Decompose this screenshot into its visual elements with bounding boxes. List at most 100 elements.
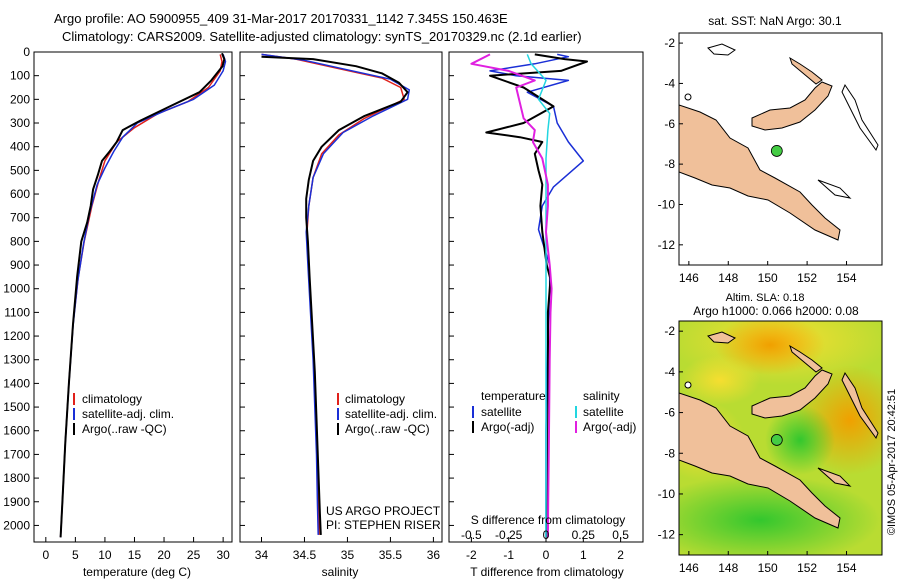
xtick-label-1-1: 34.5 — [293, 548, 317, 562]
ytick-label-1: 100 — [10, 69, 30, 83]
pi-label: PI: STEPHEN RISER — [326, 518, 441, 532]
sst-land-new-britain — [751, 81, 833, 131]
sal-legend-clim: climatology — [345, 392, 405, 406]
xtick-label-2-1: -1 — [503, 548, 514, 562]
salinity-panel: 34 34.5 35 35.5 36 salinity climatology sate… — [239, 51, 443, 579]
xtick-label-1-0: 34 — [255, 548, 269, 562]
diff-legend-s-argo: Argo(-adj) — [583, 420, 636, 434]
map-xtick-label-3-2: 150 — [758, 271, 778, 285]
xtick-label-0-1: 5 — [72, 548, 79, 562]
ytick-label-8: 800 — [10, 234, 30, 248]
xtick-label-2-0: -2 — [466, 548, 477, 562]
map-xtick-label-3-0: 146 — [679, 271, 699, 285]
series-0-satellite — [59, 54, 227, 538]
sla-land-solomons — [841, 371, 879, 440]
sal-legend-argo: Argo(..raw -QC) — [345, 422, 430, 436]
series-1-argo — [261, 55, 409, 535]
temp-legend-clim: climatology — [82, 392, 142, 406]
map-xtick-label-4-4: 154 — [837, 561, 857, 575]
t-difference-xlabel: T difference from climatology — [470, 565, 624, 579]
diff-legend-s-sat: satellite — [583, 405, 624, 419]
series-2-S-satellite — [526, 54, 551, 538]
sst-land-solomons — [841, 83, 879, 152]
series-2-T-satellite — [489, 53, 585, 538]
sla-map-title-1: Altim. SLA: 0.18 — [726, 292, 805, 304]
ytick-label-0: 0 — [23, 45, 30, 59]
xtick-label-1-2: 35 — [341, 548, 355, 562]
sla-map-panel: Altim. SLA: 0.18 Argo h1000: 0.066 h2000… — [658, 292, 883, 575]
sst-map-frame — [678, 32, 883, 266]
sla-field-green-south — [679, 475, 880, 555]
ytick-label-11: 1100 — [4, 305, 30, 319]
series-2-S-argo — [470, 53, 553, 538]
map-ytick-label-4-0: -2 — [664, 324, 675, 338]
sla-land-islet — [684, 381, 692, 389]
difference-panel: -2 -1 0 1 2 T difference from climatology S … — [448, 51, 644, 579]
diff-top-tick-1: -0.25 — [495, 528, 523, 542]
map-ytick-label-3-2: -6 — [664, 117, 675, 131]
salinity-plot-frame — [239, 51, 443, 543]
diff-legend-temperature: temperature — [481, 389, 546, 403]
map-ytick-label-4-1: -4 — [664, 365, 675, 379]
s-difference-xlabel: S difference from climatology — [471, 513, 626, 527]
sla-land-new-guinea — [679, 392, 841, 529]
sla-land-louisiade — [817, 467, 852, 487]
ytick-label-9: 900 — [10, 258, 30, 272]
xtick-label-1-4: 36 — [427, 548, 441, 562]
map-ytick-label-4-2: -6 — [664, 406, 675, 420]
map-ytick-label-3-3: -8 — [664, 157, 675, 171]
sst-land-islet — [684, 93, 692, 101]
sst-land-louisiade — [817, 179, 852, 199]
sst-float-marker — [770, 145, 783, 157]
sla-map-frame — [678, 320, 883, 556]
diff-top-tick-2: 0 — [543, 528, 550, 542]
temp-legend-argo: Argo(..raw -QC) — [82, 422, 167, 436]
sst-map-title: sat. SST: NaN Argo: 30.1 — [708, 14, 842, 28]
sla-land-new-britain — [751, 369, 833, 419]
temperature-plot-frame — [33, 51, 233, 543]
xtick-label-0-5: 25 — [187, 548, 201, 562]
sla-field-yellow-nw — [680, 355, 760, 405]
ytick-label-17: 1700 — [3, 447, 30, 461]
map-xtick-label-3-4: 154 — [837, 271, 857, 285]
sla-land-new-ireland — [789, 344, 823, 373]
ytick-label-14: 1400 — [3, 376, 30, 390]
ytick-label-18: 1800 — [3, 471, 30, 485]
sst-land-new-ireland — [789, 56, 823, 85]
temp-legend-sat: satellite-adj. clim. — [82, 407, 174, 421]
diff-legend-t-sat: satellite — [481, 405, 522, 419]
diff-top-tick-4: 0.5 — [612, 528, 629, 542]
ytick-label-19: 1900 — [3, 495, 30, 509]
temperature-panel: 0 5 10 15 20 25 300100200300400500600700800900… — [3, 45, 233, 579]
sst-land-manus — [707, 43, 736, 56]
map-ytick-label-3-1: -4 — [664, 76, 675, 90]
map-xtick-label-3-1: 148 — [718, 271, 738, 285]
ytick-label-3: 300 — [10, 116, 30, 130]
footer-credit: ©IMOS 05-Apr-2017 20:42:51 — [886, 389, 898, 535]
map-ytick-label-3-4: -10 — [658, 197, 676, 211]
xtick-label-0-2: 10 — [98, 548, 112, 562]
map-ytick-label-3-5: -12 — [658, 238, 676, 252]
xtick-label-0-3: 15 — [128, 548, 142, 562]
ytick-label-10: 1000 — [3, 282, 30, 296]
project-label: US ARGO PROJECT — [326, 504, 441, 518]
xtick-label-2-4: 2 — [617, 548, 624, 562]
salinity-xlabel: salinity — [322, 565, 359, 579]
map-ytick-label-4-4: -10 — [658, 487, 676, 501]
sst-land-new-guinea — [679, 104, 841, 241]
map-xtick-label-4-2: 150 — [758, 561, 778, 575]
map-ytick-label-3-0: -2 — [664, 36, 675, 50]
ytick-label-4: 400 — [10, 140, 30, 154]
xtick-label-0-6: 30 — [216, 548, 230, 562]
sla-map-field — [679, 321, 882, 555]
sst-map-land — [679, 43, 879, 241]
sla-field-green-center — [765, 405, 835, 475]
diff-legend-t-argo: Argo(-adj) — [481, 420, 534, 434]
ytick-label-15: 1500 — [3, 400, 30, 414]
sla-map-title-2: Argo h1000: 0.066 h2000: 0.08 — [693, 304, 859, 318]
series-0-argo — [59, 52, 226, 538]
ytick-label-5: 500 — [10, 163, 30, 177]
ytick-label-20: 2000 — [3, 518, 30, 532]
ytick-label-12: 1200 — [3, 329, 30, 343]
xtick-label-0-4: 20 — [157, 548, 171, 562]
